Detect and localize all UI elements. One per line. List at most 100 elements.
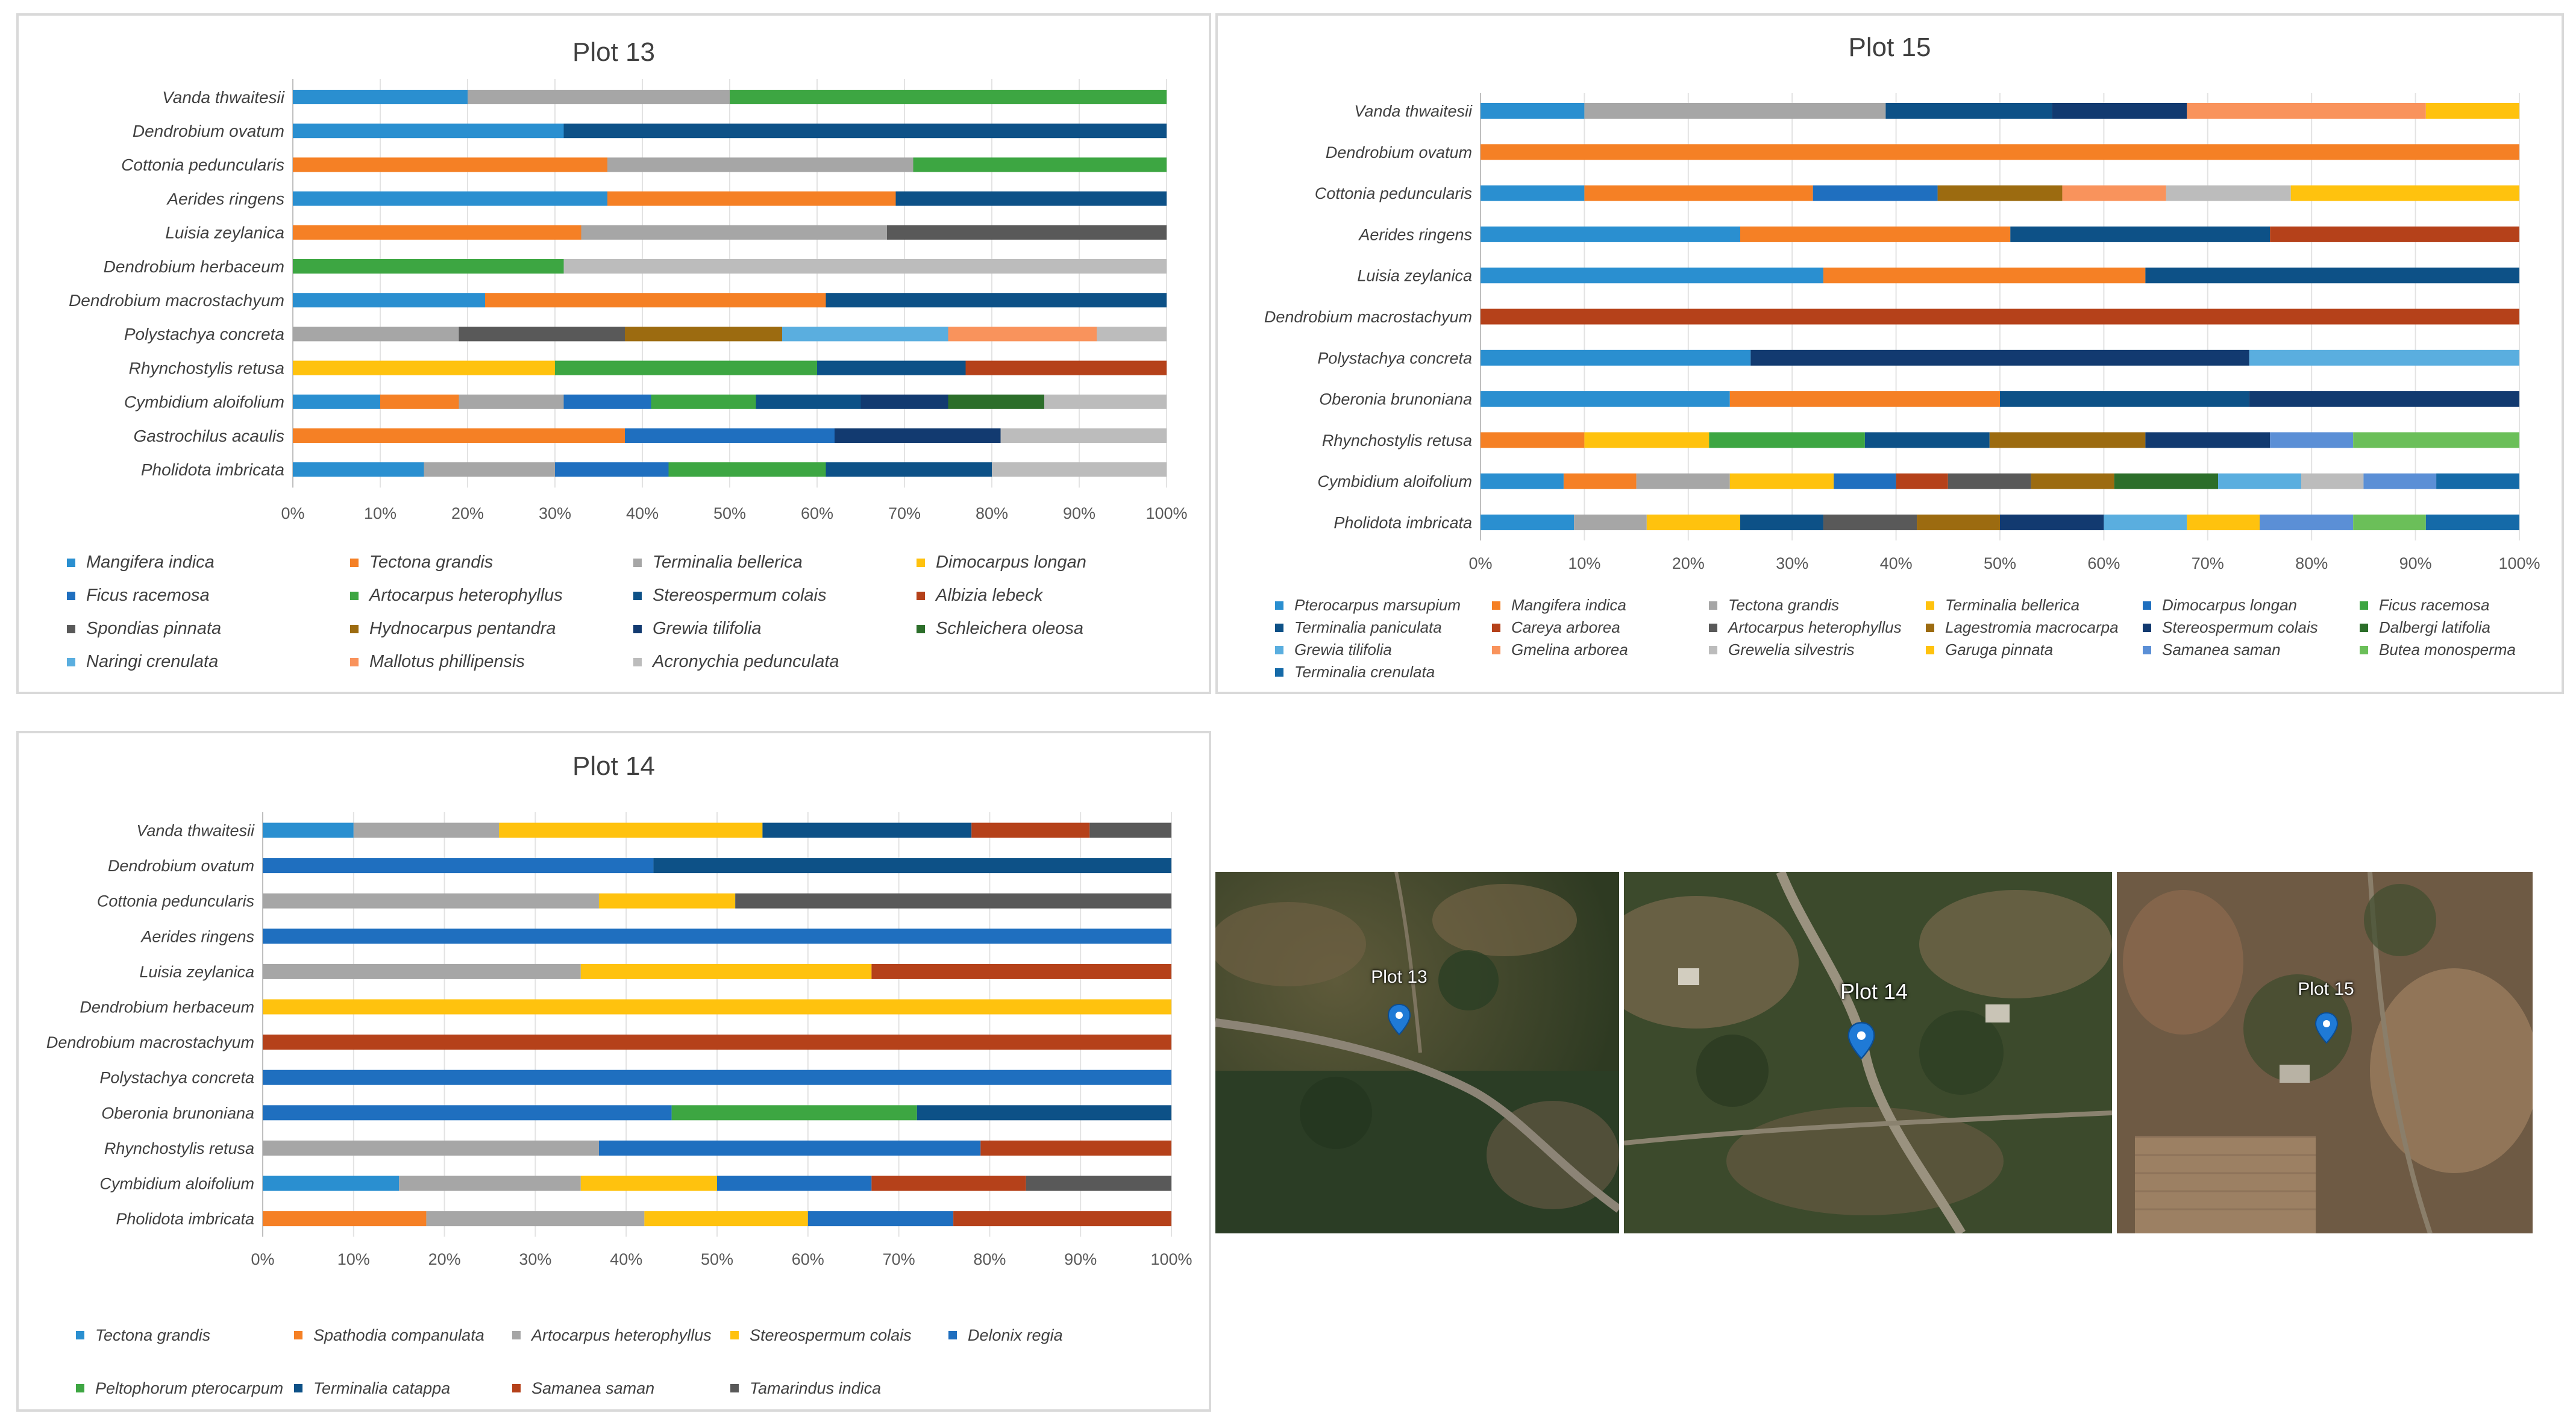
legend-label: Naringi crenulata [86, 652, 219, 671]
bar-segment [871, 963, 1171, 979]
legend-label: Stereospermum colais [653, 586, 827, 605]
x-tick-label: 90% [1064, 1250, 1097, 1268]
legend-item: Lagestromia macrocarpa [1926, 616, 2143, 639]
legend-item: Mangifera indica [1492, 594, 1709, 616]
bar-segment [263, 1069, 1171, 1085]
legend-item: Tectona grandis [350, 546, 633, 579]
map-tile-plot15: Plot 15 [2117, 872, 2533, 1233]
category-label: Dendrobium herbaceum [104, 257, 284, 276]
bar-segment [2010, 226, 2270, 242]
plot13-chart: 0% 10% 20% 30% 40% 50% 60% 70% 80% 90% 100% Vanda t… [69, 79, 1188, 522]
x-tick-label: 70% [888, 504, 921, 522]
bar-segment [459, 394, 564, 409]
legend-item: Schleichera oleosa [917, 612, 1200, 645]
bar-segment [653, 858, 1171, 874]
bar-segment [2218, 473, 2301, 489]
legend-label: Albizia lebeck [936, 586, 1043, 605]
legend-item: Albizia lebeck [917, 579, 1200, 612]
bar-segment [1813, 185, 1938, 201]
legend-item: Stereospermum colais [2143, 616, 2360, 639]
legend-label: Mangifera indica [1511, 596, 1626, 614]
legend-swatch [1275, 623, 1283, 632]
bar-segment [1481, 391, 1730, 407]
legend-label: Garuga pinnata [1945, 640, 2054, 659]
legend-swatch [2360, 601, 2368, 610]
legend-item: Grewia tilifolia [633, 612, 917, 645]
bar-segment [2270, 226, 2519, 242]
legend-label: Tectona grandis [1728, 596, 1840, 614]
category-label: Aerides ringens [166, 189, 284, 208]
bar-segment [948, 394, 1044, 409]
bar-segment [2425, 515, 2519, 530]
legend-swatch [2143, 601, 2151, 610]
bar-segment [2166, 185, 2291, 201]
bar-segment [263, 1211, 427, 1227]
legend-swatch [1275, 668, 1283, 677]
legend-label: Tamarindus indica [750, 1379, 882, 1397]
bar-segment [293, 191, 607, 206]
legend-item: Careya arborea [1492, 616, 1709, 639]
legend-label: Gmelina arborea [1511, 640, 1628, 659]
category-label: Dendrobium herbaceum [80, 998, 254, 1016]
bar-segment [555, 360, 817, 375]
satellite-image-plot13 [1215, 872, 1619, 1233]
legend-label: Dimocarpus longan [2162, 596, 2298, 614]
bar-segment [2260, 515, 2354, 530]
x-tick-label: 90% [2399, 554, 2432, 572]
bar-segment [1089, 822, 1171, 838]
bar-segment [263, 858, 654, 874]
legend-item: Hydnocarpus pentandra [350, 612, 633, 645]
satellite-image-plot15 [2117, 872, 2533, 1233]
legend-swatch [948, 1331, 957, 1339]
bar-segment [782, 327, 948, 342]
bar-segment [1917, 515, 2000, 530]
plot14-panel: Plot 14 0% 10% 20% 30% 40% 50% 60% 70% 80% 90% 100… [16, 731, 1211, 1412]
category-label: Cymbidium aloifolium [124, 393, 284, 412]
bar-segment [2353, 515, 2426, 530]
bar-segment [263, 893, 599, 909]
legend-item: Artocarpus heterophyllus [512, 1309, 730, 1362]
bar-segment [807, 1211, 954, 1227]
legend-label: Samanea saman [2162, 640, 2281, 659]
x-tick-label: 60% [2087, 554, 2120, 572]
location-pin-icon [2314, 1012, 2339, 1047]
legend-label: Dimocarpus longan [936, 553, 1086, 572]
bar-segment [263, 1105, 672, 1121]
legend-swatch [350, 591, 359, 600]
bar-segment [1834, 473, 1896, 489]
bar-segment [762, 822, 972, 838]
plot14-title: Plot 14 [572, 751, 655, 781]
bar-segment [1481, 515, 1575, 530]
bar-segment [644, 1211, 808, 1227]
legend-item: Grewia tilifolia [1275, 639, 1492, 661]
legend-swatch [76, 1384, 84, 1392]
legend-swatch [633, 591, 642, 600]
category-label: Pholidota imbricata [141, 460, 284, 479]
x-tick-label: 40% [1880, 554, 1913, 572]
category-label: Polystachya concreta [124, 325, 284, 343]
legend-item: Spathodia companulata [294, 1309, 512, 1362]
legend-swatch [730, 1384, 739, 1392]
legend-swatch [350, 558, 359, 567]
legend-item: Artocarpus heterophyllus [1709, 616, 1926, 639]
plot13-panel: Plot 13 0% 10% 20% 30% 40% 50% 60% 70% 80% 90% 100… [16, 13, 1211, 694]
bar-segment [1044, 394, 1167, 409]
legend-label: Tectona grandis [369, 553, 494, 572]
legend-swatch [1492, 623, 1500, 632]
bar-segment [293, 124, 564, 139]
legend-swatch [1709, 623, 1717, 632]
bar-segment [607, 157, 914, 172]
bar-segment [263, 822, 354, 838]
legend-label: Tectona grandis [95, 1326, 211, 1344]
legend-label: Stereospermum colais [2162, 618, 2318, 636]
legend-swatch [512, 1384, 521, 1392]
bar-segment [1740, 515, 1823, 530]
plot13-title: Plot 13 [572, 37, 655, 67]
legend-label: Terminalia bellerica [653, 553, 803, 572]
legend-swatch [294, 1331, 302, 1339]
bar-segment [735, 893, 1171, 909]
legend-item: Terminalia bellerica [1926, 594, 2143, 616]
legend-label: Dalbergi latifolia [2379, 618, 2490, 636]
legend-swatch [1926, 623, 1934, 632]
bar-segment [293, 259, 564, 274]
